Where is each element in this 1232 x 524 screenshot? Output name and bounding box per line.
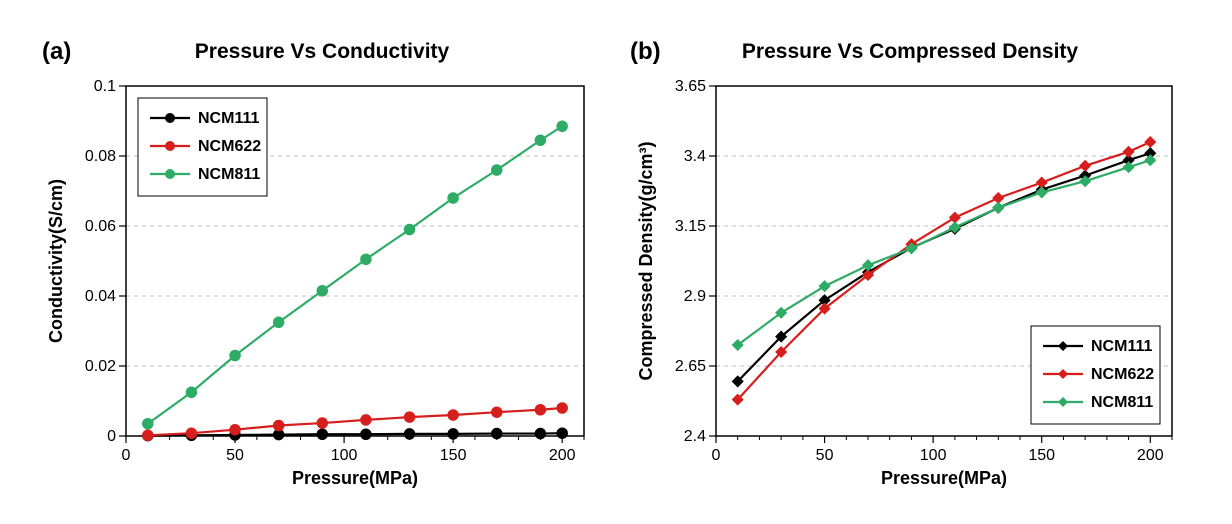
svg-text:0.02: 0.02 xyxy=(85,358,116,375)
svg-text:NCM622: NCM622 xyxy=(1091,366,1154,383)
svg-text:100: 100 xyxy=(331,447,358,464)
svg-text:3.15: 3.15 xyxy=(675,218,706,235)
svg-text:3.4: 3.4 xyxy=(684,148,706,165)
svg-text:NCM111: NCM111 xyxy=(198,110,259,127)
chart-b-title: Pressure Vs Compressed Density xyxy=(742,40,1078,64)
page: (a) Pressure Vs Conductivity 0 50 100 150 20… xyxy=(0,0,1232,524)
svg-text:0: 0 xyxy=(712,447,721,464)
svg-text:200: 200 xyxy=(1137,447,1164,464)
panel-a-label: (a) xyxy=(42,38,71,66)
svg-text:2.4: 2.4 xyxy=(684,428,706,445)
svg-text:0.1: 0.1 xyxy=(94,78,116,95)
chart-a-svg: 0 50 100 150 200 0 0.02 0.04 0.06 0.08 0.1 Pressure… xyxy=(42,68,602,498)
svg-text:0: 0 xyxy=(107,428,116,445)
chart-a-box: 0 50 100 150 200 0 0.02 0.04 0.06 0.08 0.1 Pressure… xyxy=(42,68,602,498)
svg-text:150: 150 xyxy=(440,447,467,464)
panel-a: (a) Pressure Vs Conductivity 0 50 100 150 20… xyxy=(42,26,602,498)
chart-b-svg: 0 50 100 150 200 2.4 2.65 2.9 3.15 3.4 3.65 Pressur… xyxy=(630,68,1190,498)
svg-text:Compressed Density(g/cm³): Compressed Density(g/cm³) xyxy=(636,141,656,380)
svg-text:0.04: 0.04 xyxy=(85,288,116,305)
svg-text:Pressure(MPa): Pressure(MPa) xyxy=(881,468,1007,488)
panel-b: (b) Pressure Vs Compressed Density 0 50 10… xyxy=(630,26,1190,498)
panel-b-label: (b) xyxy=(630,38,661,66)
svg-text:50: 50 xyxy=(816,447,834,464)
svg-text:0.06: 0.06 xyxy=(85,218,116,235)
svg-text:200: 200 xyxy=(549,447,576,464)
chart-b-box: 0 50 100 150 200 2.4 2.65 2.9 3.15 3.4 3.65 Pressur… xyxy=(630,68,1190,498)
svg-text:0.08: 0.08 xyxy=(85,148,116,165)
chart-a-title: Pressure Vs Conductivity xyxy=(195,40,449,64)
svg-text:2.65: 2.65 xyxy=(675,358,706,375)
svg-text:0: 0 xyxy=(122,447,131,464)
svg-text:NCM111: NCM111 xyxy=(1091,338,1152,355)
svg-text:3.65: 3.65 xyxy=(675,78,706,95)
svg-text:NCM811: NCM811 xyxy=(1091,394,1153,411)
svg-text:100: 100 xyxy=(920,447,947,464)
svg-text:Conductivity(S/cm): Conductivity(S/cm) xyxy=(46,179,66,343)
svg-text:50: 50 xyxy=(226,447,244,464)
svg-text:150: 150 xyxy=(1028,447,1055,464)
svg-text:Pressure(MPa): Pressure(MPa) xyxy=(292,468,418,488)
svg-text:NCM811: NCM811 xyxy=(198,166,260,183)
svg-text:NCM622: NCM622 xyxy=(198,138,261,155)
svg-text:2.9: 2.9 xyxy=(684,288,706,305)
